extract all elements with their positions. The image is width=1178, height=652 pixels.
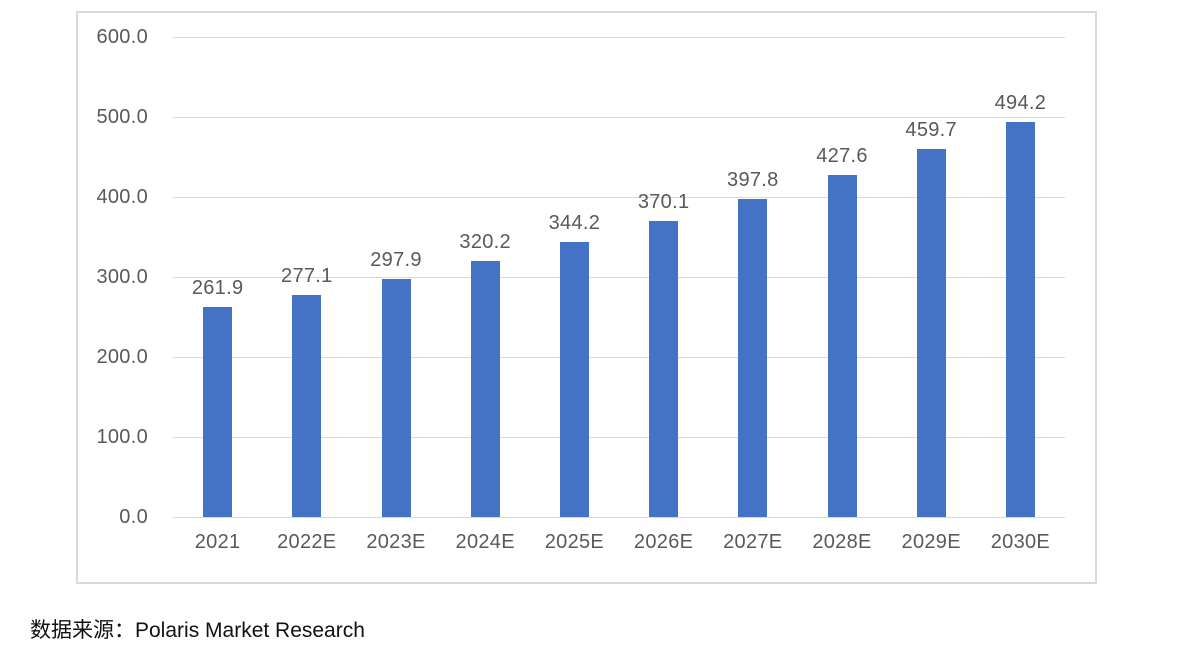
y-axis-tick-label: 600.0 <box>96 26 148 48</box>
bar-2022E <box>292 295 322 517</box>
gridline-400.0 <box>173 197 1065 198</box>
y-axis-tick-label: 400.0 <box>96 186 148 208</box>
x-axis-tick-label: 2027E <box>723 531 783 553</box>
x-axis-tick-label: 2025E <box>544 531 605 553</box>
bar-value-label: 344.2 <box>548 211 601 234</box>
bar-value-label: 397.8 <box>727 168 779 191</box>
y-axis-tick-label: 100.0 <box>96 426 148 448</box>
bar-2024E <box>470 260 500 517</box>
gridline-200.0 <box>173 357 1065 358</box>
x-axis-tick-label: 2028E <box>812 531 872 553</box>
bar-2027E <box>738 198 768 517</box>
bar-value-label: 320.2 <box>459 230 511 253</box>
bar-2028E <box>827 174 857 517</box>
gridline-500.0 <box>173 117 1065 118</box>
bar-2025E <box>559 241 589 517</box>
gridline-300.0 <box>173 277 1065 278</box>
bar-2026E <box>649 220 679 517</box>
y-axis-tick-label: 300.0 <box>96 266 148 288</box>
bar-value-label: 459.7 <box>905 119 957 142</box>
bar-value-label: 370.1 <box>637 190 690 213</box>
y-axis-tick-label: 200.0 <box>96 346 148 368</box>
bar-2021 <box>203 307 233 517</box>
bar-2029E <box>916 149 946 517</box>
plot-area: 0.0 100.0 200.0 300.0 400.0 500.0 600.0 261.9 20… <box>78 13 1095 582</box>
x-axis-tick-label: 2021 <box>194 531 241 553</box>
bar-value-label: 494.2 <box>994 91 1047 114</box>
source-note: 数据来源：Polaris Market Research <box>30 619 365 642</box>
gridline-0.0 <box>173 517 1065 518</box>
x-axis-tick-label: 2024E <box>455 531 515 553</box>
chart-frame: 0.0 100.0 200.0 300.0 400.0 500.0 600.0 261.9 20… <box>76 11 1097 584</box>
x-axis-tick-label: 2026E <box>633 531 694 553</box>
gridline-100.0 <box>173 437 1065 438</box>
bar-2030E <box>1005 121 1035 517</box>
y-axis-tick-label: 0.0 <box>119 506 148 528</box>
x-axis-tick-label: 2030E <box>990 531 1051 553</box>
bar-2023E <box>381 278 411 517</box>
y-axis-tick-label: 500.0 <box>96 106 148 128</box>
bar-value-label: 297.9 <box>370 248 422 271</box>
x-axis-tick-label: 2023E <box>366 531 426 553</box>
bar-value-label: 427.6 <box>816 144 868 167</box>
gridline-600.0 <box>173 37 1065 38</box>
bar-value-label: 261.9 <box>191 277 244 300</box>
bar-value-label: 277.1 <box>281 265 333 288</box>
x-axis-tick-label: 2029E <box>901 531 961 553</box>
x-axis-tick-label: 2022E <box>277 531 337 553</box>
